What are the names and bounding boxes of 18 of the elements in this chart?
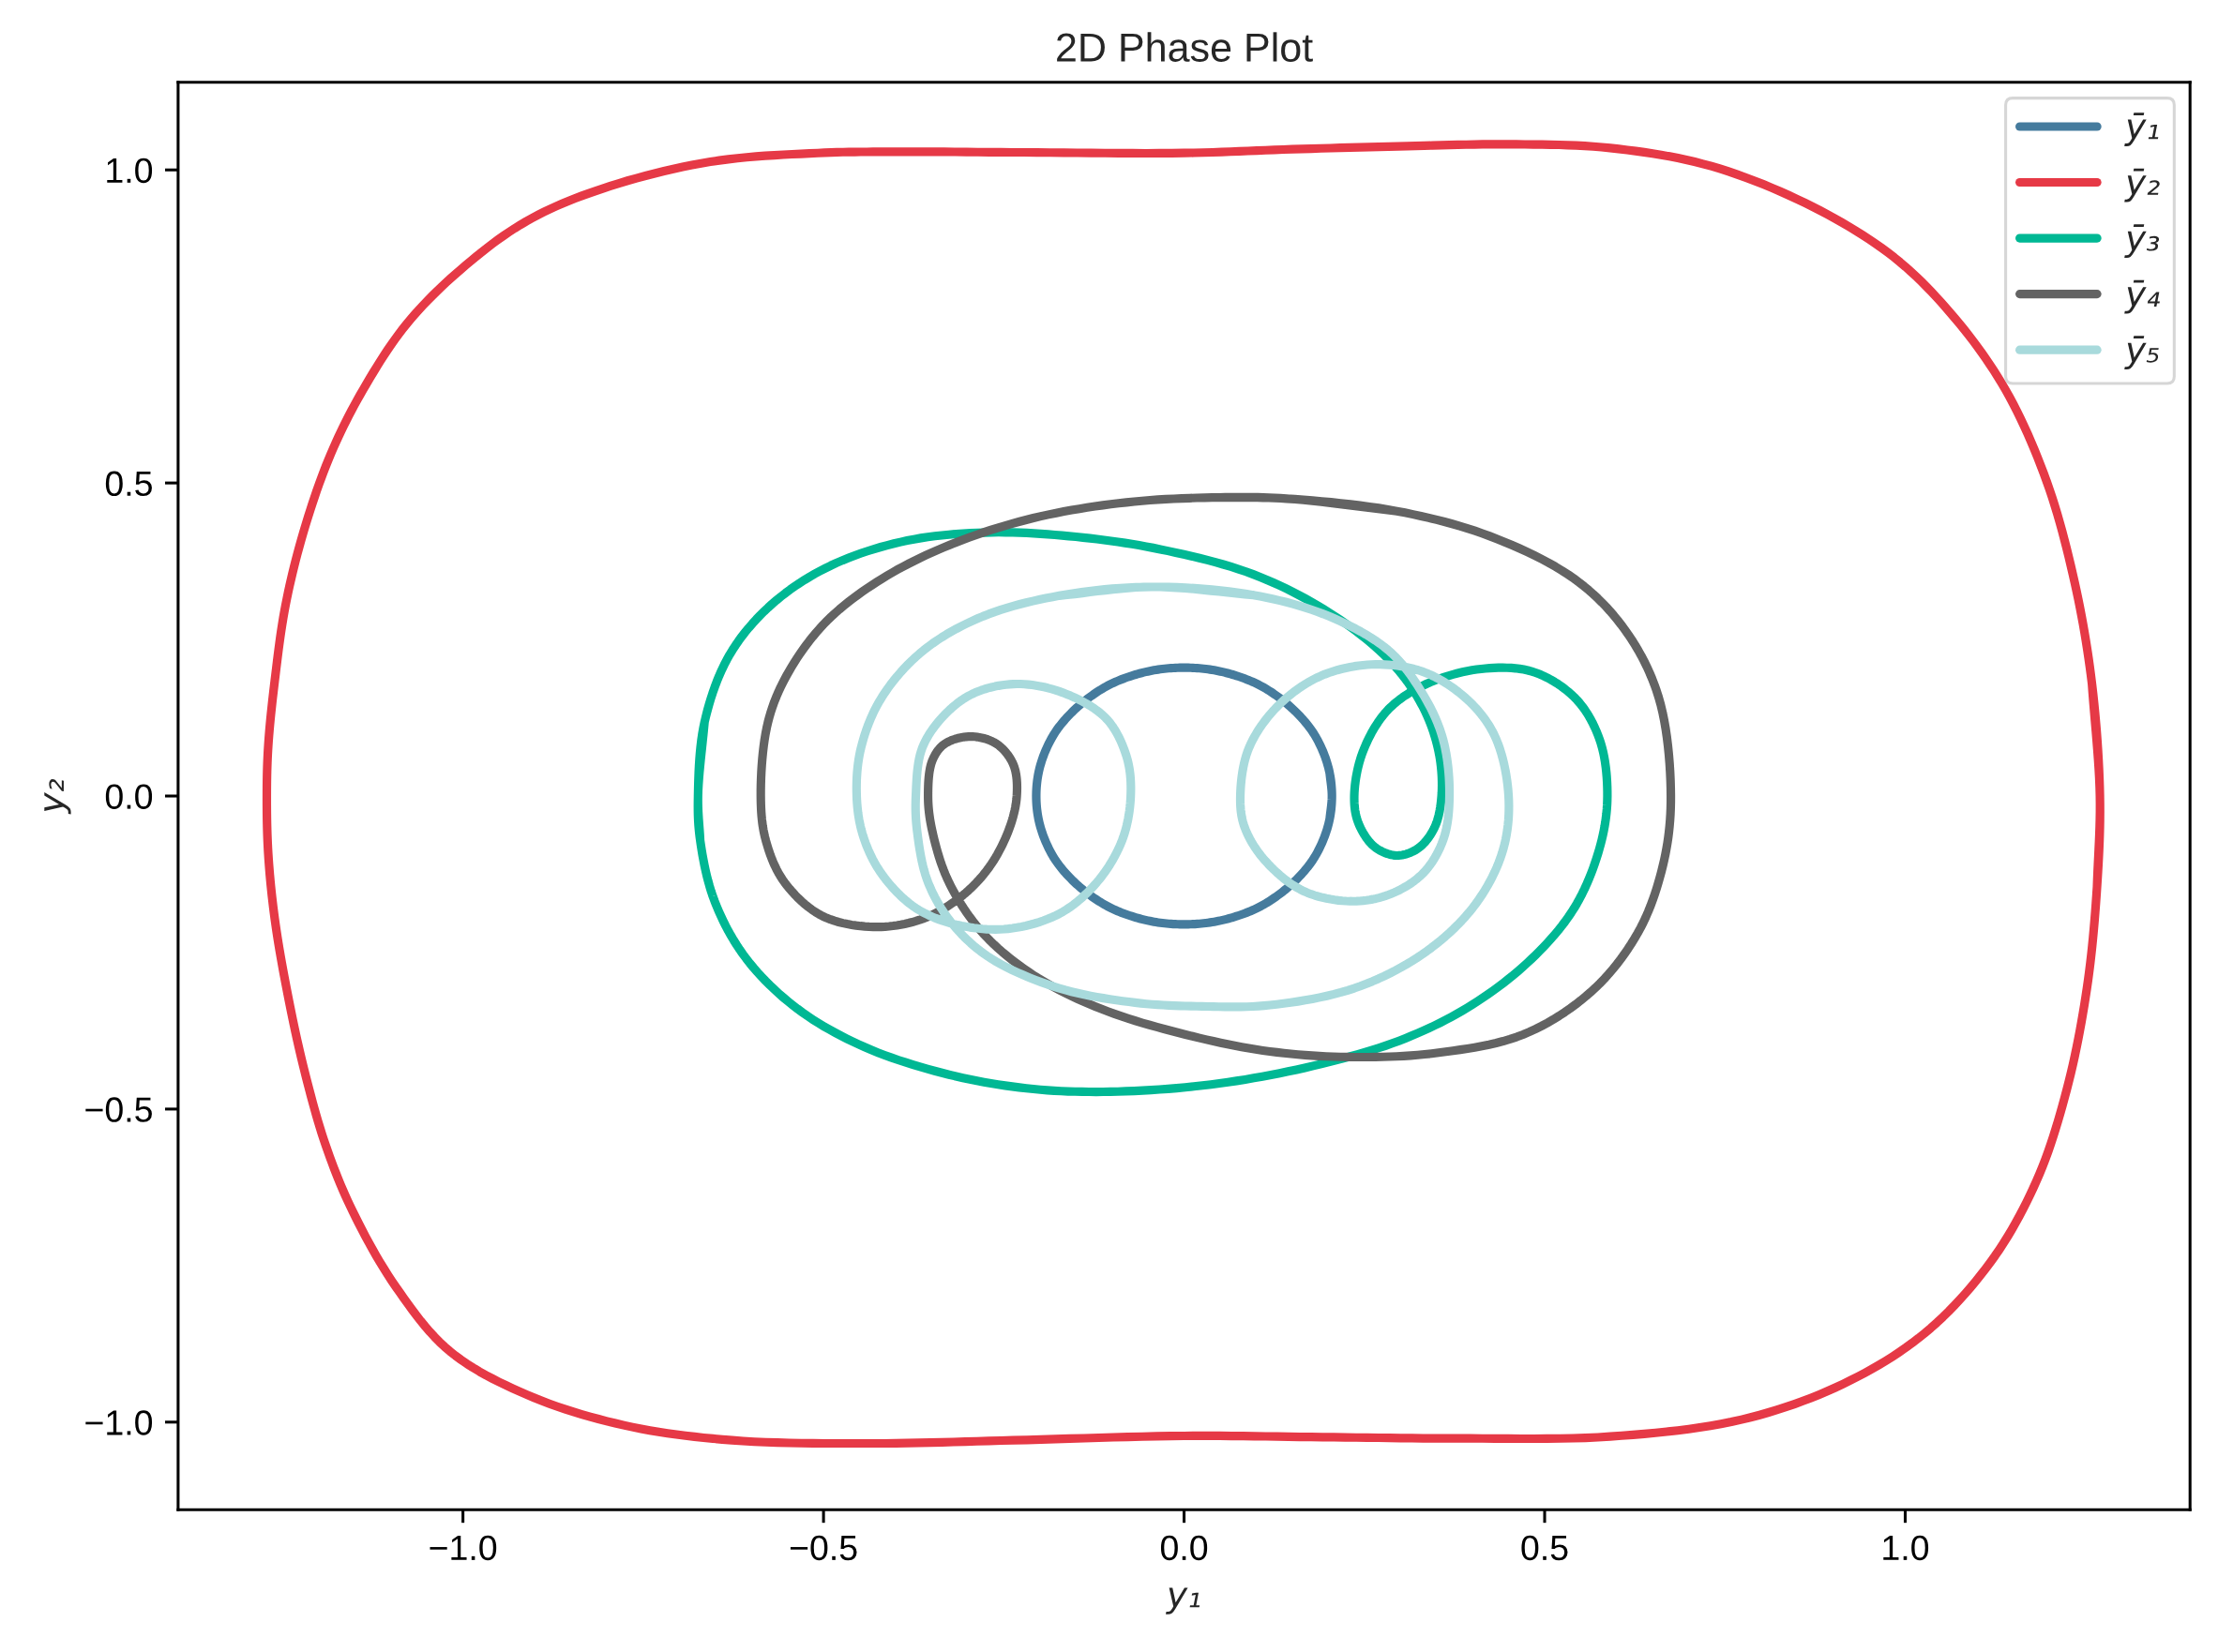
legend-label: ȳ₃ [2124,224,2160,258]
legend-label: ȳ₅ [2124,336,2159,370]
y-tick-label: −0.5 [85,1097,152,1122]
y-tick-label: 1.0 [107,158,153,184]
x-tick-label: 0.5 [1521,1535,1568,1561]
y-tick-label: −1.0 [85,1410,153,1435]
legend-label: ȳ₁ [2124,113,2159,146]
x-axis-title: y₁ [1166,1587,1200,1614]
legend-label: ȳ₄ [2124,279,2160,314]
y-tick-label: 0.0 [105,784,153,809]
x-tick-label: −0.5 [790,1535,857,1561]
chart-title: 2D Phase Plot [1057,32,1313,62]
x-tick-label: −1.0 [430,1535,497,1561]
legend-label: ȳ₂ [2124,168,2160,203]
x-tick-label: 1.0 [1883,1535,1929,1561]
y-tick-label: 0.5 [105,471,152,497]
x-tick-label: 0.0 [1160,1535,1208,1561]
y-axis-title: y₂ [44,779,71,815]
